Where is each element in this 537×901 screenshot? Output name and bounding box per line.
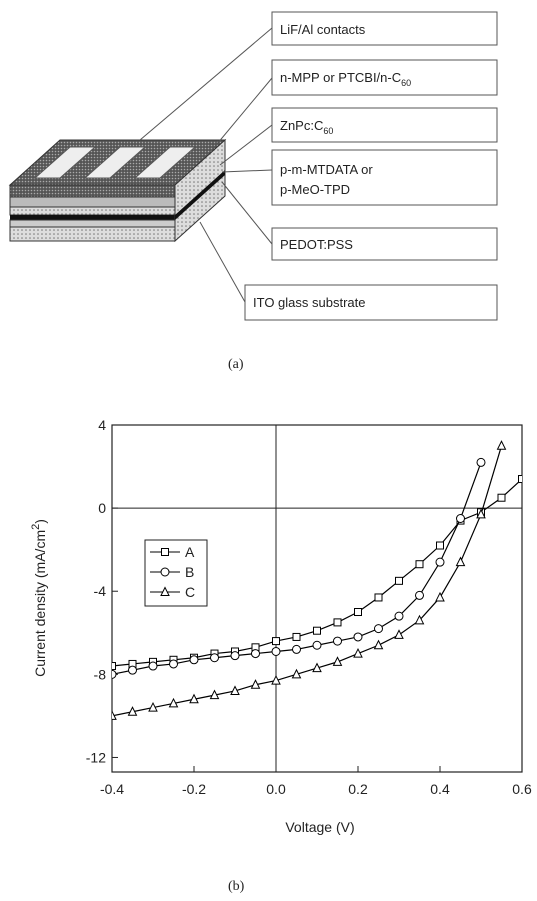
layer-label: PEDOT:PSS bbox=[280, 237, 353, 252]
label-text: LiF/Al contacts bbox=[280, 22, 366, 37]
marker bbox=[436, 558, 444, 566]
marker bbox=[293, 645, 301, 653]
y-axis-label: Current density (mA/cm2) bbox=[30, 519, 48, 677]
x-tick-label: 0.4 bbox=[430, 781, 450, 797]
marker bbox=[354, 633, 362, 641]
marker bbox=[498, 441, 506, 449]
x-axis-label: Voltage (V) bbox=[285, 819, 354, 835]
marker bbox=[416, 561, 423, 568]
page: LiF/Al contacts n-MPP or PTCBI/n-C60 ZnP… bbox=[0, 0, 537, 901]
marker bbox=[396, 577, 403, 584]
marker bbox=[355, 609, 362, 616]
marker bbox=[170, 660, 178, 668]
x-tick-label: -0.2 bbox=[182, 781, 206, 797]
marker bbox=[252, 650, 260, 658]
marker bbox=[109, 663, 116, 670]
caption: (b) bbox=[228, 879, 245, 894]
marker bbox=[272, 647, 280, 655]
y-tick-label: 4 bbox=[98, 417, 106, 433]
marker bbox=[519, 476, 526, 483]
label-text: ) bbox=[32, 519, 48, 524]
label-text: n-MPP or PTCBI/n-C bbox=[280, 70, 401, 85]
caption: (a) bbox=[228, 357, 244, 372]
marker bbox=[190, 656, 198, 664]
layer-label: LiF/Al contacts bbox=[280, 22, 366, 37]
label-text: Current density (mA/cm bbox=[32, 530, 48, 677]
marker bbox=[231, 652, 239, 660]
subscript: 60 bbox=[323, 126, 333, 136]
marker bbox=[334, 637, 342, 645]
y-tick-label: -4 bbox=[94, 583, 107, 599]
marker bbox=[314, 627, 321, 634]
label-text: ITO glass substrate bbox=[253, 295, 365, 310]
marker bbox=[395, 612, 403, 620]
marker bbox=[129, 666, 137, 674]
marker bbox=[416, 591, 424, 599]
label-text: ZnPc:C bbox=[280, 118, 323, 133]
marker bbox=[375, 625, 383, 633]
legend-label: A bbox=[185, 544, 195, 560]
figure: LiF/Al contacts n-MPP or PTCBI/n-C60 ZnP… bbox=[0, 0, 537, 901]
legend-label: C bbox=[185, 584, 195, 600]
x-tick-label: 0.0 bbox=[266, 781, 286, 797]
subscript: 60 bbox=[401, 78, 411, 88]
label-text: PEDOT:PSS bbox=[280, 237, 353, 252]
marker bbox=[149, 662, 157, 670]
legend-label: B bbox=[185, 564, 194, 580]
x-tick-label: -0.4 bbox=[100, 781, 124, 797]
layer-label: ITO glass substrate bbox=[253, 295, 365, 310]
layer-label: p-MeO-TPD bbox=[280, 182, 350, 197]
y-tick-label: -8 bbox=[94, 666, 107, 682]
marker bbox=[375, 641, 383, 649]
device-stack bbox=[10, 12, 497, 320]
marker bbox=[161, 568, 169, 576]
marker bbox=[108, 670, 116, 678]
x-tick-label: 0.2 bbox=[348, 781, 368, 797]
x-tick-label: 0.6 bbox=[512, 781, 532, 797]
y-tick-label: -12 bbox=[86, 749, 106, 765]
marker bbox=[477, 458, 485, 466]
legend-box bbox=[145, 540, 207, 606]
marker bbox=[457, 558, 465, 566]
marker bbox=[211, 654, 219, 662]
y-tick-label: 0 bbox=[98, 500, 106, 516]
marker bbox=[436, 593, 444, 601]
marker bbox=[162, 549, 169, 556]
marker bbox=[313, 641, 321, 649]
marker bbox=[273, 638, 280, 645]
marker bbox=[293, 633, 300, 640]
marker bbox=[457, 515, 465, 523]
marker bbox=[375, 594, 382, 601]
marker bbox=[334, 619, 341, 626]
layer-label: p-m-MTDATA or bbox=[280, 162, 373, 177]
marker bbox=[395, 630, 403, 638]
marker bbox=[437, 542, 444, 549]
marker bbox=[498, 494, 505, 501]
